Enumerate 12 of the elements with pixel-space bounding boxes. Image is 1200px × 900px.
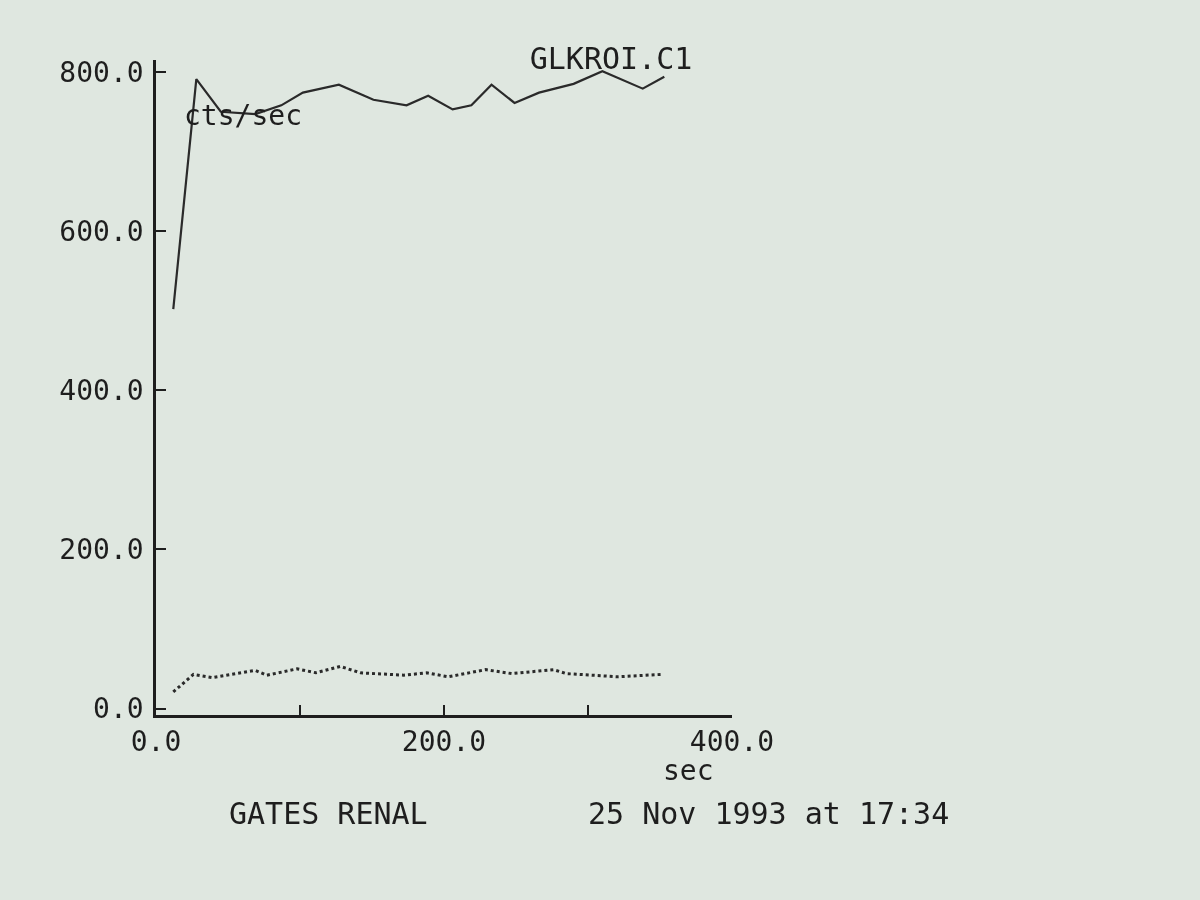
y-tick-label: 600.0 — [59, 214, 144, 248]
x-tick-label: 200.0 — [401, 725, 487, 759]
chart-title: GLKROI.C1 — [529, 41, 693, 76]
y-tick-label: 200.0 — [59, 533, 144, 567]
text: 25 Nov 1993 at 17:34 — [588, 796, 950, 831]
x-tick-label: 0.0 — [130, 725, 182, 759]
line-series — [171, 664, 663, 694]
y-tick-label: 800.0 — [59, 55, 144, 89]
y-tick-label: 0.0 — [93, 692, 144, 726]
y-tick-label: 400.0 — [59, 374, 144, 408]
text: GATES RENAL — [229, 796, 428, 831]
line-series — [172, 70, 666, 311]
